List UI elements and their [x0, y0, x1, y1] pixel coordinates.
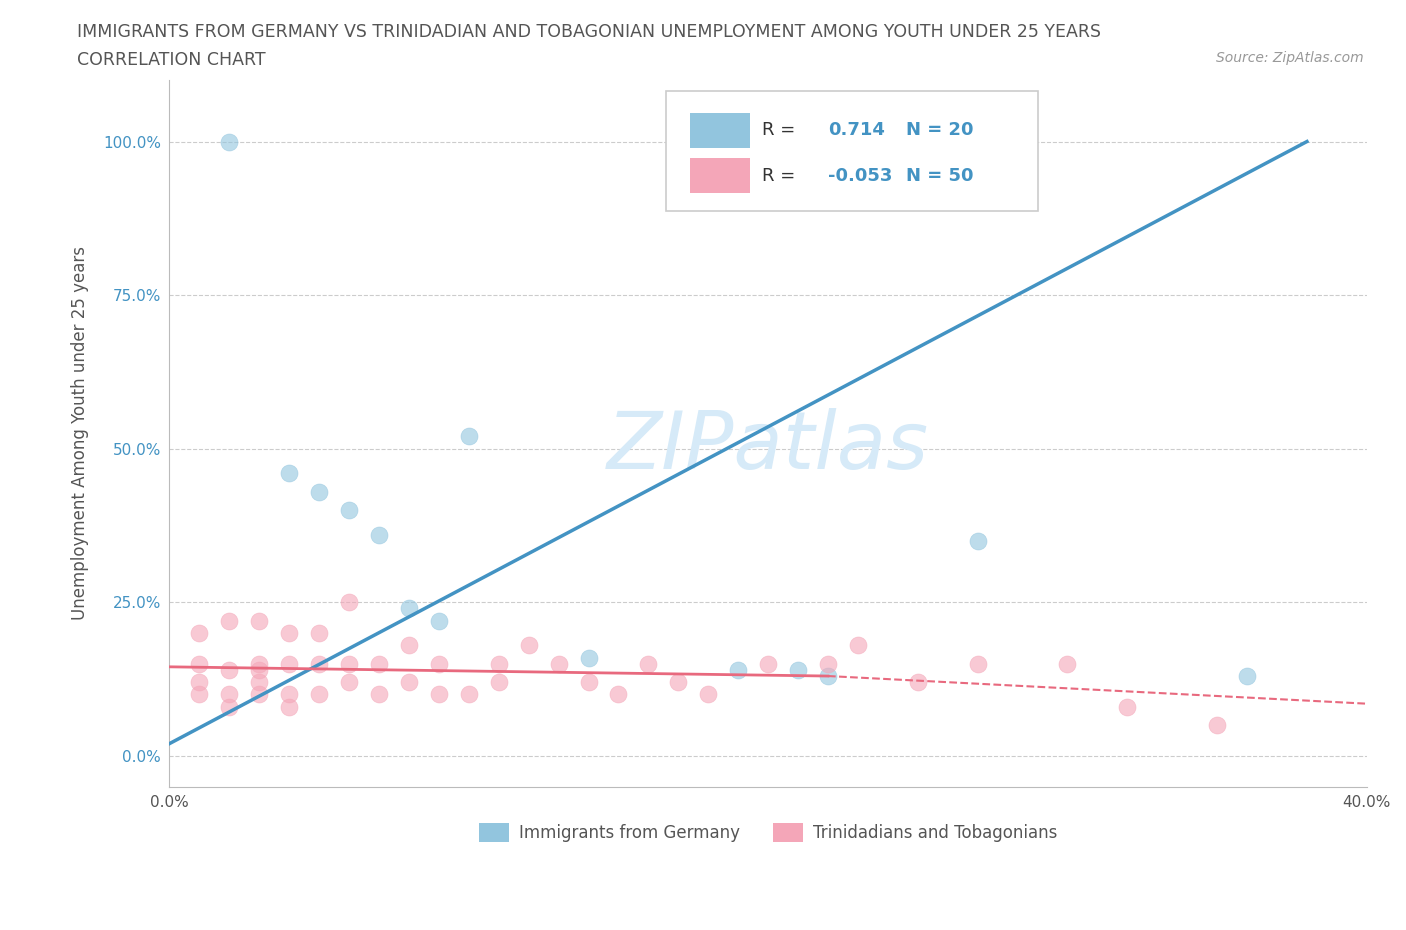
Point [247, 675, 270, 690]
Text: 0.714: 0.714 [828, 122, 884, 140]
Point [697, 687, 720, 702]
Point [756, 657, 779, 671]
Point [308, 687, 330, 702]
Point [398, 638, 420, 653]
Point [457, 429, 479, 444]
Point [278, 466, 301, 481]
Text: CORRELATION CHART: CORRELATION CHART [77, 51, 266, 69]
Point [1056, 657, 1078, 671]
Point [966, 534, 988, 549]
Bar [690, 113, 751, 148]
Point [278, 626, 301, 641]
Point [247, 662, 270, 677]
Point [218, 662, 240, 677]
Point [1206, 718, 1229, 733]
Point [337, 657, 360, 671]
Text: Source: ZipAtlas.com: Source: ZipAtlas.com [1216, 51, 1364, 65]
Point [517, 638, 540, 653]
Point [188, 657, 211, 671]
Point [966, 657, 988, 671]
Point [368, 527, 391, 542]
Text: N = 50: N = 50 [905, 166, 973, 185]
Point [578, 675, 600, 690]
Text: R =: R = [762, 122, 801, 140]
Point [427, 687, 450, 702]
Point [427, 657, 450, 671]
Point [398, 675, 420, 690]
Point [337, 675, 360, 690]
Point [308, 626, 330, 641]
Point [368, 687, 391, 702]
Point [188, 675, 211, 690]
Point [398, 601, 420, 616]
Point [488, 675, 510, 690]
Text: R =: R = [762, 166, 801, 185]
Legend: Immigrants from Germany, Trinidadians and Tobagonians: Immigrants from Germany, Trinidadians an… [472, 817, 1064, 849]
Point [337, 595, 360, 610]
Point [218, 699, 240, 714]
Point [846, 638, 869, 653]
Point [817, 657, 839, 671]
Point [666, 675, 689, 690]
Point [488, 657, 510, 671]
Point [188, 626, 211, 641]
Point [247, 657, 270, 671]
Point [787, 662, 810, 677]
Point [278, 699, 301, 714]
Text: -0.053: -0.053 [828, 166, 893, 185]
Point [278, 687, 301, 702]
Bar [690, 158, 751, 193]
Point [1236, 669, 1258, 684]
Point [607, 687, 630, 702]
Text: ZIPatlas: ZIPatlas [607, 408, 929, 486]
Point [368, 657, 391, 671]
Point [218, 613, 240, 628]
Point [218, 134, 240, 149]
FancyBboxPatch shape [666, 91, 1038, 211]
Y-axis label: Unemployment Among Youth under 25 years: Unemployment Among Youth under 25 years [72, 246, 89, 620]
Point [337, 503, 360, 518]
Point [637, 657, 659, 671]
Text: N = 20: N = 20 [905, 122, 973, 140]
Point [907, 675, 929, 690]
Point [278, 657, 301, 671]
Point [457, 687, 479, 702]
Point [1116, 699, 1139, 714]
Text: IMMIGRANTS FROM GERMANY VS TRINIDADIAN AND TOBAGONIAN UNEMPLOYMENT AMONG YOUTH U: IMMIGRANTS FROM GERMANY VS TRINIDADIAN A… [77, 23, 1101, 41]
Point [308, 657, 330, 671]
Point [188, 687, 211, 702]
Point [247, 613, 270, 628]
Point [727, 662, 749, 677]
Point [247, 687, 270, 702]
Point [578, 650, 600, 665]
Point [817, 669, 839, 684]
Point [218, 687, 240, 702]
Point [547, 657, 569, 671]
Point [308, 485, 330, 499]
Point [427, 613, 450, 628]
